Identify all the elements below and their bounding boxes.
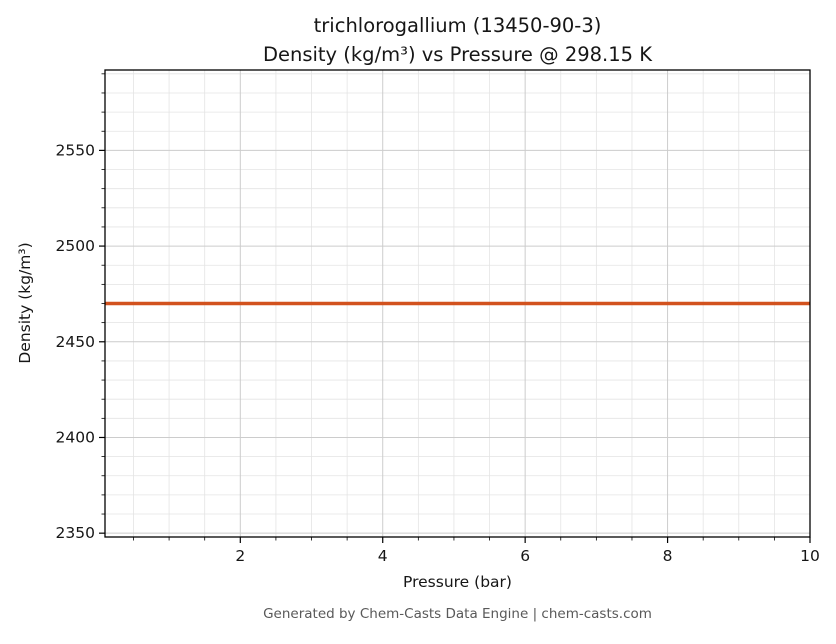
chart-title-block: trichlorogallium (13450-90-3) Density (k…	[105, 11, 810, 69]
y-tick-label: 2450	[56, 333, 95, 351]
x-tick-label: 4	[378, 547, 388, 565]
footer-attribution: Generated by Chem-Casts Data Engine | ch…	[263, 606, 652, 622]
x-axis-label: Pressure (bar)	[403, 573, 512, 591]
y-tick-label: 2500	[56, 237, 95, 255]
y-axis-label: Density (kg/m³)	[16, 242, 34, 364]
x-tick-label: 6	[520, 547, 530, 565]
y-tick-label: 2400	[56, 428, 95, 446]
y-tick-label: 2550	[56, 141, 95, 159]
chart-title: trichlorogallium (13450-90-3)	[313, 14, 602, 37]
x-tick-label: 2	[235, 547, 245, 565]
x-tick-label: 10	[800, 547, 820, 565]
chart-subtitle: Density (kg/m³) vs Pressure @ 298.15 K	[262, 43, 653, 66]
x-tick-label: 8	[663, 547, 673, 565]
y-tick-label: 2350	[56, 524, 95, 542]
